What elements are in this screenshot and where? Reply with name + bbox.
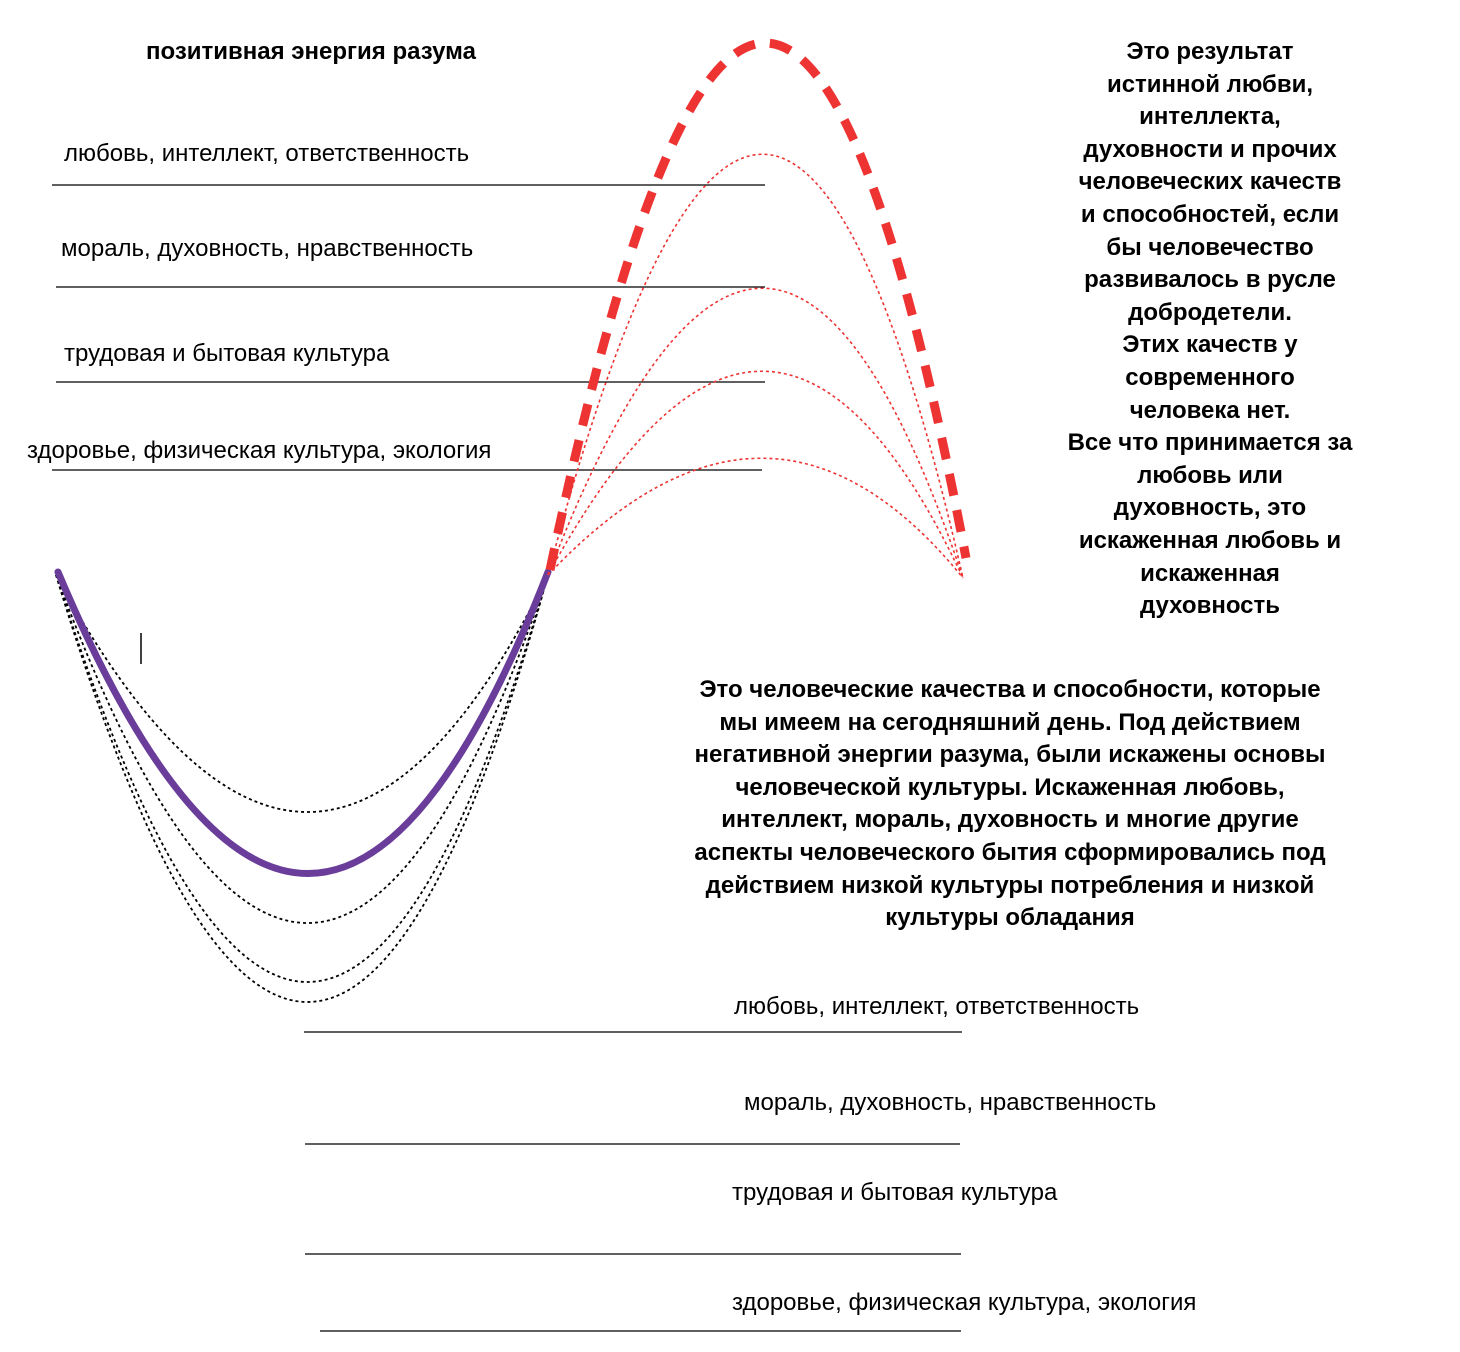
upper-level-label-love: любовь, интеллект, ответственность — [64, 140, 470, 167]
negative-description-line: культуры обладания — [885, 904, 1135, 932]
upper-level-label-health: здоровье, физическая культура, экология — [27, 437, 492, 464]
positive-description-line: истинной любви, — [1106, 70, 1314, 98]
negative-potential-arc-1 — [55, 574, 549, 1003]
positive-potential-arc-1 — [547, 153, 964, 579]
negative-potential-arc-4 — [55, 574, 549, 983]
ideal-potential-curve — [545, 38, 971, 571]
negative-description-line: действием низкой культуры потребления и … — [705, 871, 1315, 899]
positive-description-line: Это результат — [1126, 38, 1294, 65]
positive-description-line: любовь или — [1137, 461, 1283, 489]
negative-potential-arc-3 — [55, 574, 549, 813]
upper-level-label-labor: трудовая и бытовая культура — [64, 340, 390, 367]
positive-description: Это результат истинной любви, интеллекта, д… — [1030, 36, 1390, 623]
current-state-curve — [54, 568, 552, 877]
negative-description-line: интеллект, мораль, духовность и многие д… — [721, 806, 1299, 834]
diagram-title: позитивная энергия разума — [146, 38, 476, 65]
lower-level-label-health: здоровье, физическая культура, экология — [732, 1289, 1197, 1316]
negative-description-line: аспекты человеческого бытия сформировали… — [694, 838, 1326, 866]
negative-potential-arc-2 — [55, 574, 549, 924]
positive-description-line: развивалось в русле — [1084, 266, 1336, 294]
positive-description-line: Все что принимается за — [1067, 429, 1353, 457]
positive-description-line: Этих качеств у — [1122, 331, 1298, 359]
positive-description-line: духовности и прочих — [1083, 135, 1337, 163]
positive-description-line: искаженная любовь и — [1078, 526, 1342, 554]
positive-description-line: искаженная — [1140, 559, 1280, 587]
negative-description-line: Это человеческие качества и способности,… — [699, 676, 1321, 703]
positive-description-line: человека нет. — [1129, 396, 1291, 424]
positive-description-line: духовность, это — [1113, 494, 1307, 522]
lower-level-label-love: любовь, интеллект, ответственность — [734, 993, 1140, 1020]
positive-potential-arc-3 — [547, 370, 964, 579]
lower-level-label-labor: трудовая и бытовая культура — [732, 1179, 1058, 1206]
positive-description-line: интеллекта, — [1139, 103, 1281, 131]
negative-description: Это человеческие качества и способности,… — [630, 674, 1390, 935]
positive-potential-arc-2 — [547, 287, 964, 579]
positive-description-line: духовность — [1139, 592, 1281, 620]
negative-description-line: человеческой культуры. Искаженная любовь… — [735, 773, 1285, 801]
positive-description-line: бы человечество — [1106, 233, 1314, 261]
positive-description-line: современного — [1125, 363, 1295, 391]
lower-level-label-morality: мораль, духовность, нравственность — [744, 1089, 1157, 1116]
positive-description-line: и способностей, если — [1080, 200, 1340, 228]
positive-description-line: добродетели. — [1128, 298, 1292, 326]
negative-description-line: мы имеем на сегодняшний день. Под действ… — [719, 708, 1301, 736]
positive-description-line: человеческих качеств — [1078, 168, 1342, 196]
upper-level-label-morality: мораль, духовность, нравственность — [61, 235, 474, 262]
negative-description-line: негативной энергии разума, были искажены… — [694, 741, 1326, 769]
